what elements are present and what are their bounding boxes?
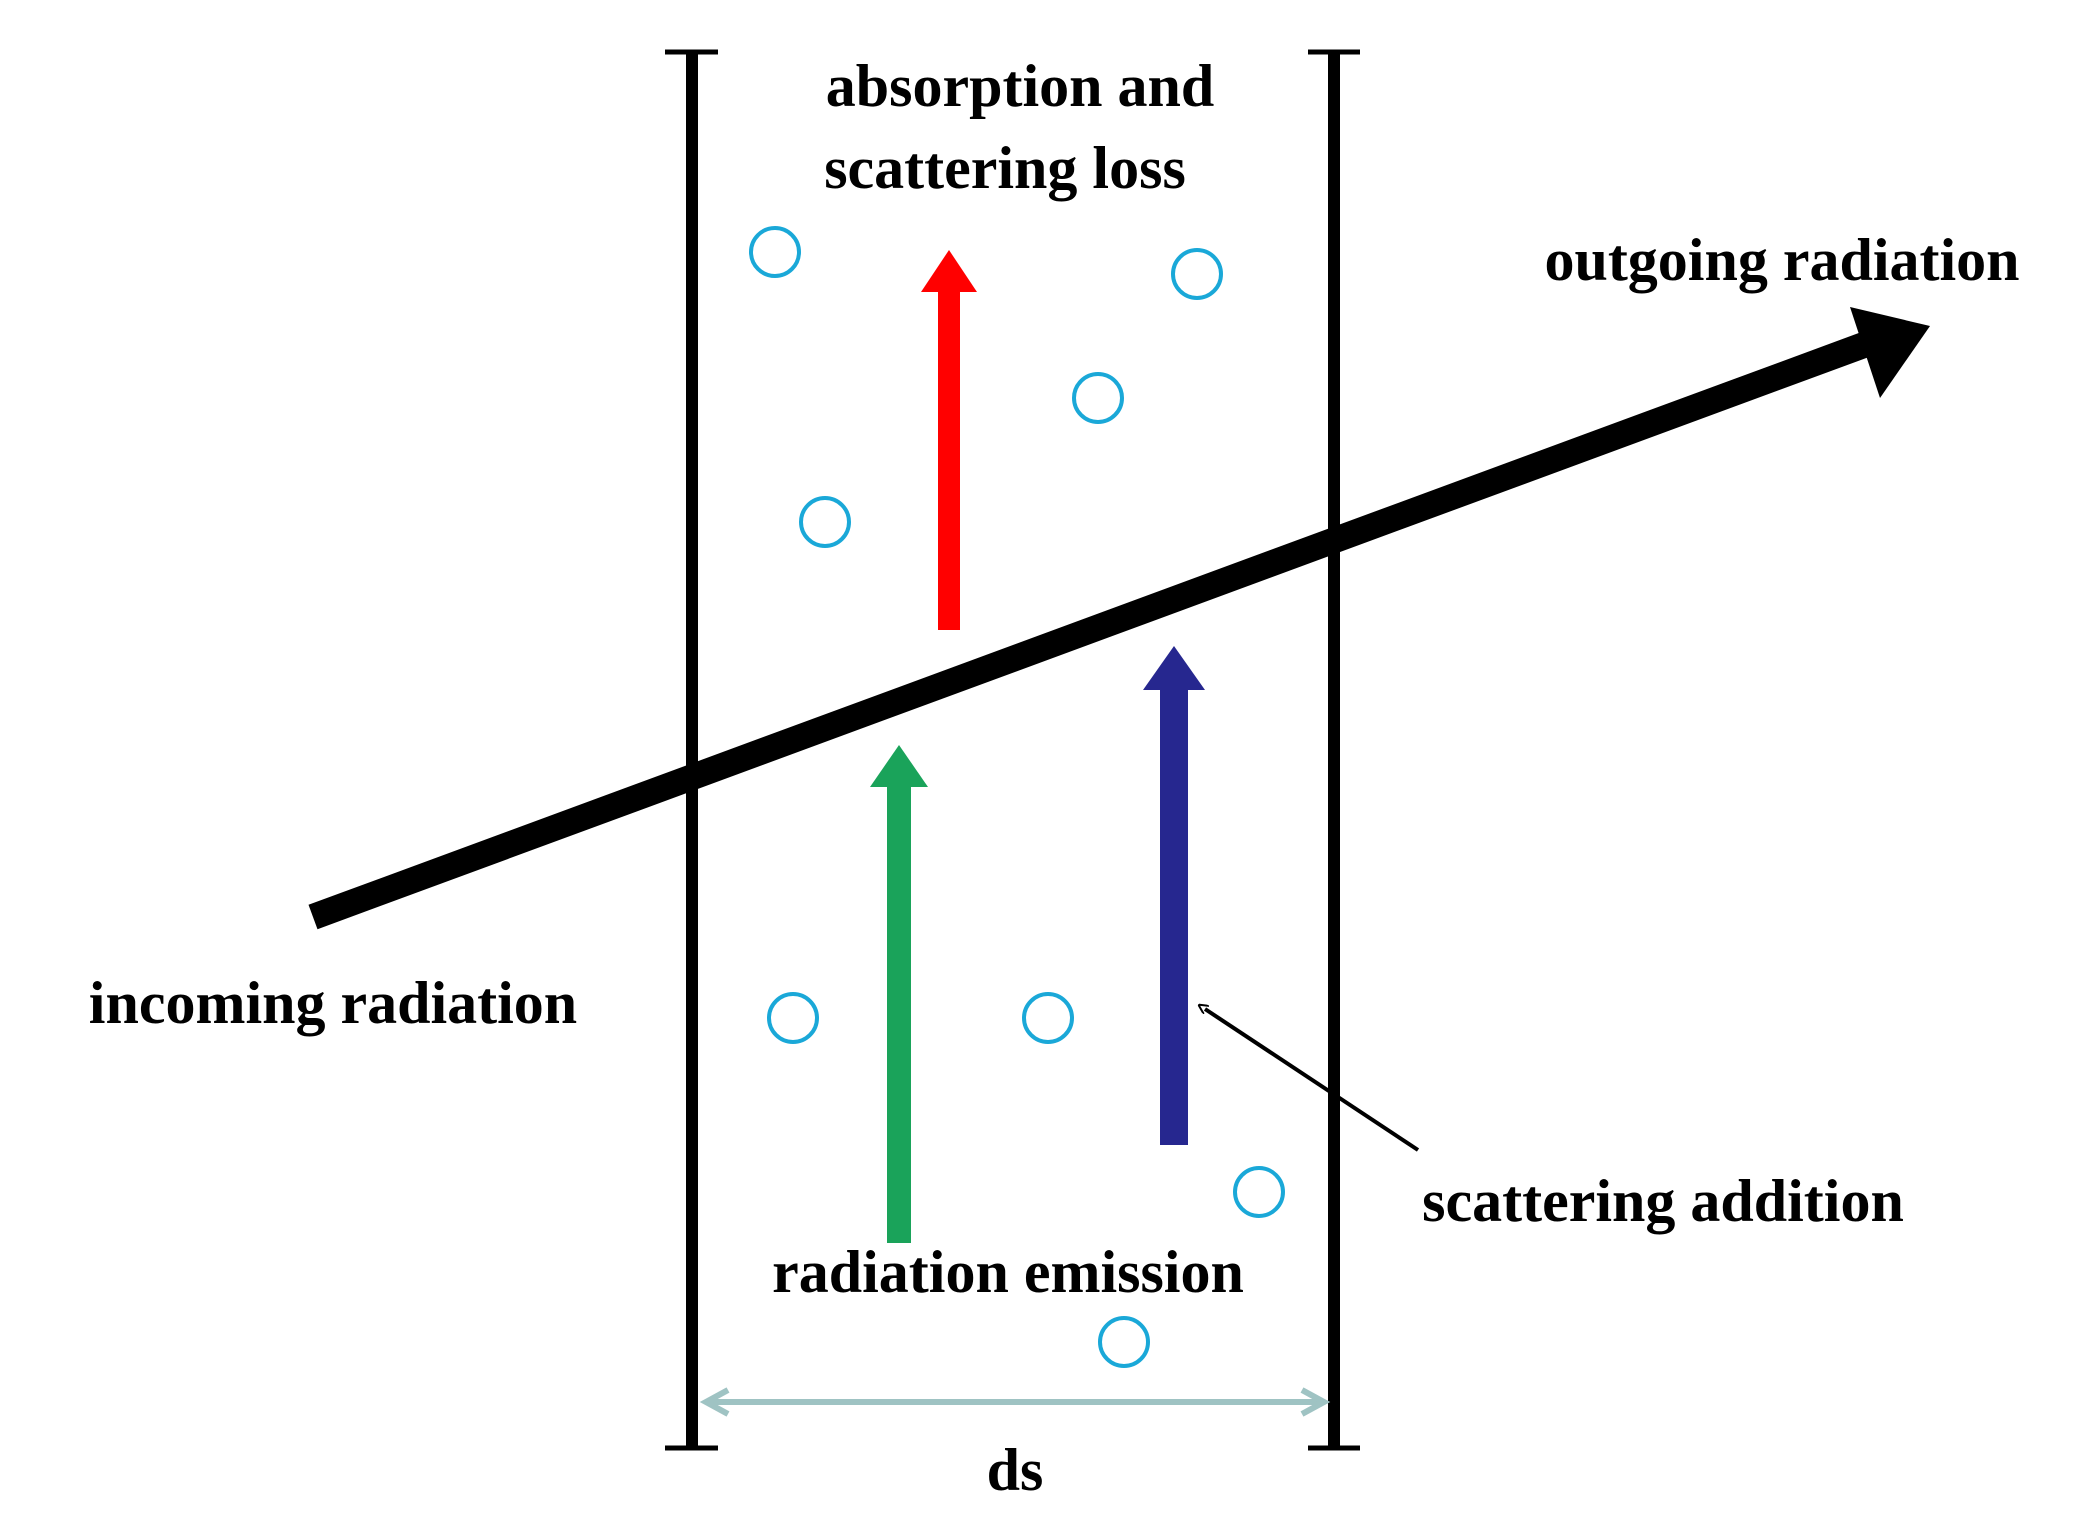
particle [799, 496, 851, 548]
particle [749, 226, 801, 278]
thickness-dimension-arrow [699, 1387, 1331, 1417]
slab-left-wall [665, 49, 718, 1451]
emission-arrow [870, 745, 928, 1243]
particle [1098, 1316, 1150, 1368]
particle [1022, 992, 1074, 1044]
thickness-label: ds [987, 1437, 1044, 1503]
scattering-label-pointer [1205, 1009, 1420, 1152]
incoming-radiation-label: incoming radiation [89, 970, 577, 1036]
particle [1072, 372, 1124, 424]
radiation-emission-label: radiation emission [772, 1239, 1244, 1305]
particles [749, 226, 1285, 1368]
absorption-loss-arrow [921, 250, 977, 630]
absorption-loss-label-line1: absorption and [826, 53, 1214, 119]
outgoing-radiation-label: outgoing radiation [1544, 227, 2019, 293]
scattering-addition-arrow [1143, 646, 1205, 1145]
absorption-loss-label-line2: scattering loss [824, 135, 1186, 201]
particle [1233, 1166, 1285, 1218]
scattering-addition-label: scattering addition [1422, 1168, 1904, 1234]
radiation-beam [308, 307, 1930, 930]
slab-right-wall [1308, 49, 1360, 1451]
particle [1171, 248, 1223, 300]
particle [767, 992, 819, 1044]
